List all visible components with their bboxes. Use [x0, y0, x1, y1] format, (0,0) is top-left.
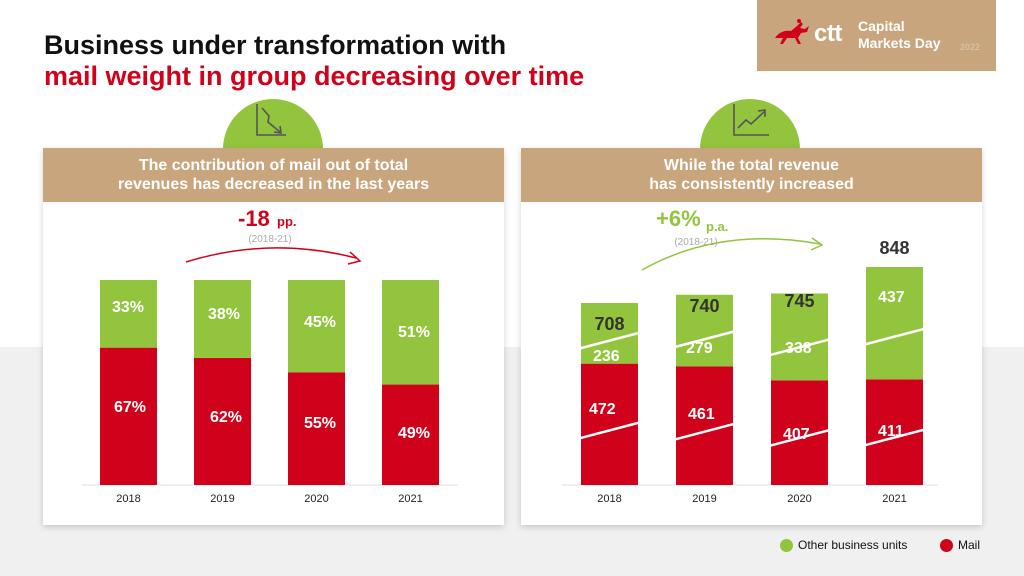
- break-slash-mail-2020: [768, 428, 831, 448]
- data-label-mail-2021: 49%: [398, 425, 430, 442]
- trend-down-icon: [256, 104, 286, 136]
- mail-share-chart: 67% 33% 2018 62% 38% 2019 55% 45% 2020 49% 51% 2021…: [82, 206, 458, 505]
- annotation-period: (2018-21): [674, 237, 717, 248]
- total-label-2018: 708: [594, 314, 624, 334]
- data-label-mail-2019: 62%: [210, 409, 242, 426]
- title-line-1: Business under transformation with: [44, 30, 507, 60]
- tick-label-2020: 2020: [787, 493, 811, 505]
- title-line-2: mail weight in group decreasing over tim…: [44, 61, 585, 91]
- tick-label-2021: 2021: [882, 493, 906, 505]
- event-name: Capital Markets Day: [858, 18, 941, 52]
- panel-header-left-line-2: revenues has decreased in the last years: [117, 176, 430, 193]
- event-line-2: Markets Day: [858, 35, 941, 51]
- panel-header-left: The contribution of mail out of total re…: [43, 148, 504, 202]
- data-label-other-2021: 437: [878, 289, 905, 306]
- data-label-other-2020: 338: [785, 340, 812, 357]
- bar-other-2018: [581, 302, 638, 364]
- bar-other-2020: [288, 280, 345, 373]
- bar-mail-2018: [100, 347, 157, 485]
- event-line-1: Capital: [858, 18, 905, 34]
- data-label-mail-2021: 411: [878, 423, 904, 440]
- bar-mail-2020: [288, 372, 345, 485]
- ctt-capital-markets-day-logo: ctt Capital Markets Day 2022: [757, 0, 996, 71]
- legend-swatch-other: [780, 538, 793, 552]
- data-label-mail-2020: 407: [783, 426, 810, 443]
- event-year: 2022: [960, 42, 981, 52]
- bar-other-2019: [194, 280, 251, 358]
- panel-header-right: While the total revenue has consistently…: [521, 148, 982, 202]
- data-label-mail-2018: 67%: [114, 399, 146, 416]
- annotation-period: (2018-21): [248, 234, 291, 245]
- tick-label-2019: 2019: [692, 493, 716, 505]
- tick-label-2021: 2021: [398, 493, 422, 505]
- data-label-other-2018: 236: [593, 348, 620, 365]
- break-slash-mail-2019: [673, 422, 736, 441]
- data-label-other-2019: 38%: [208, 306, 240, 323]
- bar-other-2021: [382, 280, 439, 385]
- legend-label-other: Other business units: [798, 538, 908, 552]
- bar-mail-2021: [382, 384, 439, 485]
- page-title: Business under transformation with mail …: [44, 30, 584, 92]
- bar-mail-2019: [194, 357, 251, 485]
- data-label-other-2021: 51%: [398, 324, 430, 341]
- data-label-other-2020: 45%: [304, 314, 336, 331]
- annotation-unit: p.a.: [706, 219, 728, 234]
- panel-header-left-line-1: The contribution of mail out of total: [138, 157, 409, 174]
- trend-arrow-line: [641, 238, 821, 271]
- horse-rider-logo-icon: [775, 19, 809, 44]
- trend-arrow-line: [185, 247, 357, 263]
- break-slash-other-2018: [578, 331, 641, 350]
- data-label-mail-2020: 55%: [304, 415, 336, 432]
- legend-item-mail: Mail: [940, 538, 980, 552]
- break-slash-other-2020: [768, 338, 831, 357]
- panel-header-right-line-1: While the total revenue: [663, 157, 840, 174]
- panel-header-right-line-2: has consistently increased: [649, 176, 854, 193]
- bar-other-2018: [100, 280, 157, 348]
- break-slash-mail-2021: [863, 428, 926, 447]
- annotation-value: -18: [238, 206, 270, 231]
- tick-label-2018: 2018: [116, 493, 140, 505]
- data-label-mail-2018: 472: [589, 401, 616, 418]
- trend-up-icon: [733, 104, 769, 136]
- bar-other-2019: [676, 294, 733, 367]
- bar-other-2020: [771, 293, 828, 381]
- trend-arrow-head: [347, 251, 362, 265]
- bar-other-2021: [866, 267, 923, 380]
- legend-swatch-mail: [940, 538, 953, 552]
- total-label-2020: 745: [784, 291, 814, 311]
- total-revenue-chart: 472 236 708 2018 461 279 740 2019 407 338 745 2020 4…: [562, 206, 938, 505]
- data-label-other-2018: 33%: [112, 299, 144, 316]
- total-label-2019: 740: [689, 296, 719, 316]
- break-slash-mail-2018: [578, 421, 641, 440]
- tick-label-2018: 2018: [597, 493, 621, 505]
- brand-name: ctt: [814, 20, 842, 47]
- break-slash-other-2019: [673, 330, 736, 349]
- total-label-2021: 848: [879, 238, 909, 258]
- data-label-mail-2019: 461: [688, 406, 715, 423]
- annotation-unit: pp.: [277, 214, 297, 229]
- annotation-value: +6%: [656, 206, 701, 231]
- break-slash-other-2021: [863, 327, 926, 346]
- tick-label-2019: 2019: [210, 493, 234, 505]
- tick-label-2020: 2020: [304, 493, 328, 505]
- data-label-other-2019: 279: [686, 340, 713, 357]
- legend-label-mail: Mail: [958, 538, 981, 552]
- legend-item-other: Other business units: [780, 538, 907, 552]
- trend-arrow-head: [810, 237, 824, 251]
